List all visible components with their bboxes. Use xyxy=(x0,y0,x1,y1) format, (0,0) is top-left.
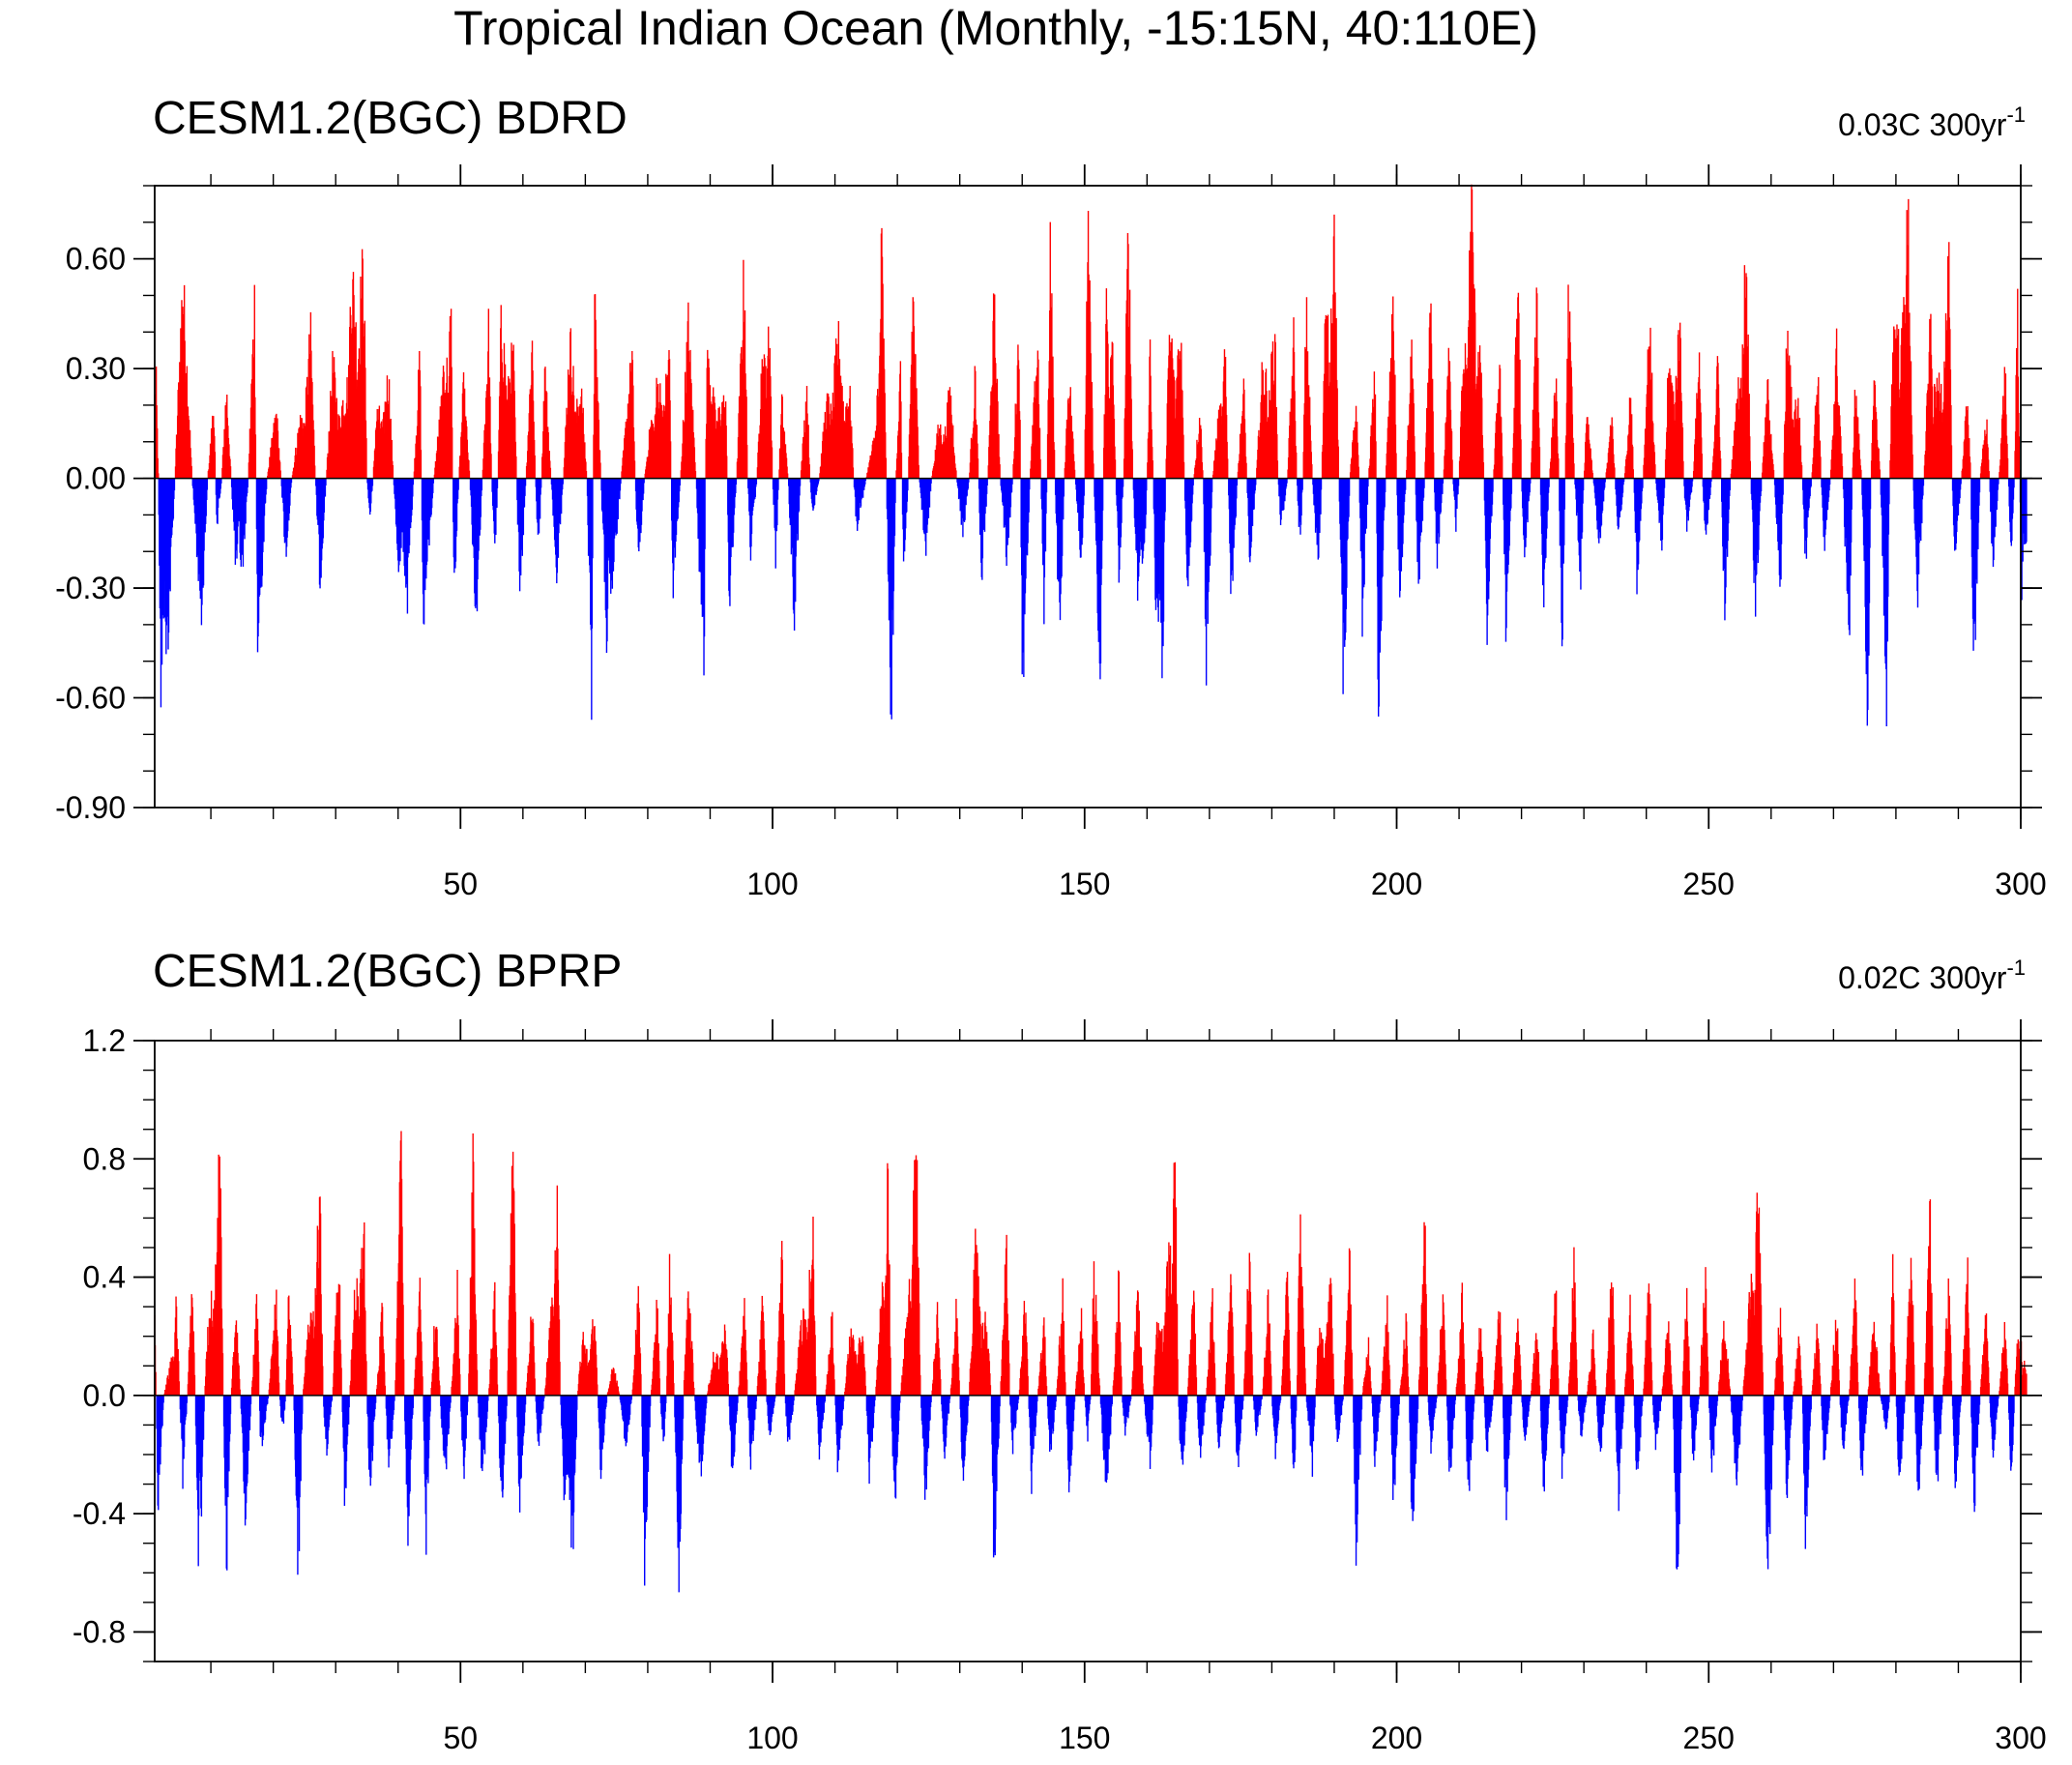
panel-title: CESM1.2(BGC) BPRP xyxy=(153,946,622,997)
x-tick-label: 200 xyxy=(1371,867,1422,901)
y-tick-label: 0.30 xyxy=(66,351,126,386)
bars xyxy=(154,1131,2028,1593)
panel-trend-note: 0.03C 300yr-1 xyxy=(1838,103,2026,142)
y-tick-label: 0.60 xyxy=(66,242,126,277)
axes: -0.90 -0.60 -0.30 0.00 0.30 0.60 50 100 150 200 25… xyxy=(55,164,2047,901)
panel-trend-exponent: -1 xyxy=(2006,956,2026,980)
panel-trend-value: 0.03C 300yr xyxy=(1838,107,2007,142)
x-tick-label: 250 xyxy=(1683,867,1735,901)
figure-title: Tropical Indian Ocean (Monthly, -15:15N,… xyxy=(453,1,1538,55)
panel-trend-value: 0.02C 300yr xyxy=(1838,960,2007,995)
y-tick-label: -0.30 xyxy=(55,571,126,605)
bars xyxy=(154,184,2028,726)
panel-bprp: CESM1.2(BGC) BPRP 0.02C 300yr-1 -0.8-0.4… xyxy=(73,946,2047,1755)
x-tick-label: 100 xyxy=(746,867,798,901)
x-tick-label: 150 xyxy=(1059,867,1110,901)
panel-title: CESM1.2(BGC) BDRD xyxy=(153,93,627,144)
panel-trend-exponent: -1 xyxy=(2006,103,2026,127)
y-tick-label: -0.60 xyxy=(55,681,126,716)
panel-trend-note: 0.02C 300yr-1 xyxy=(1838,956,2026,995)
x-tick-label: 300 xyxy=(1995,867,2046,901)
x-tick-label: 50 xyxy=(443,867,478,901)
y-tick-label: 0.00 xyxy=(66,461,126,496)
panel-bdrd: CESM1.2(BGC) BDRD 0.03C 300yr-1 -0.90-0.… xyxy=(55,93,2047,901)
plot-frame xyxy=(154,185,2022,809)
y-tick-label: -0.90 xyxy=(55,790,126,825)
